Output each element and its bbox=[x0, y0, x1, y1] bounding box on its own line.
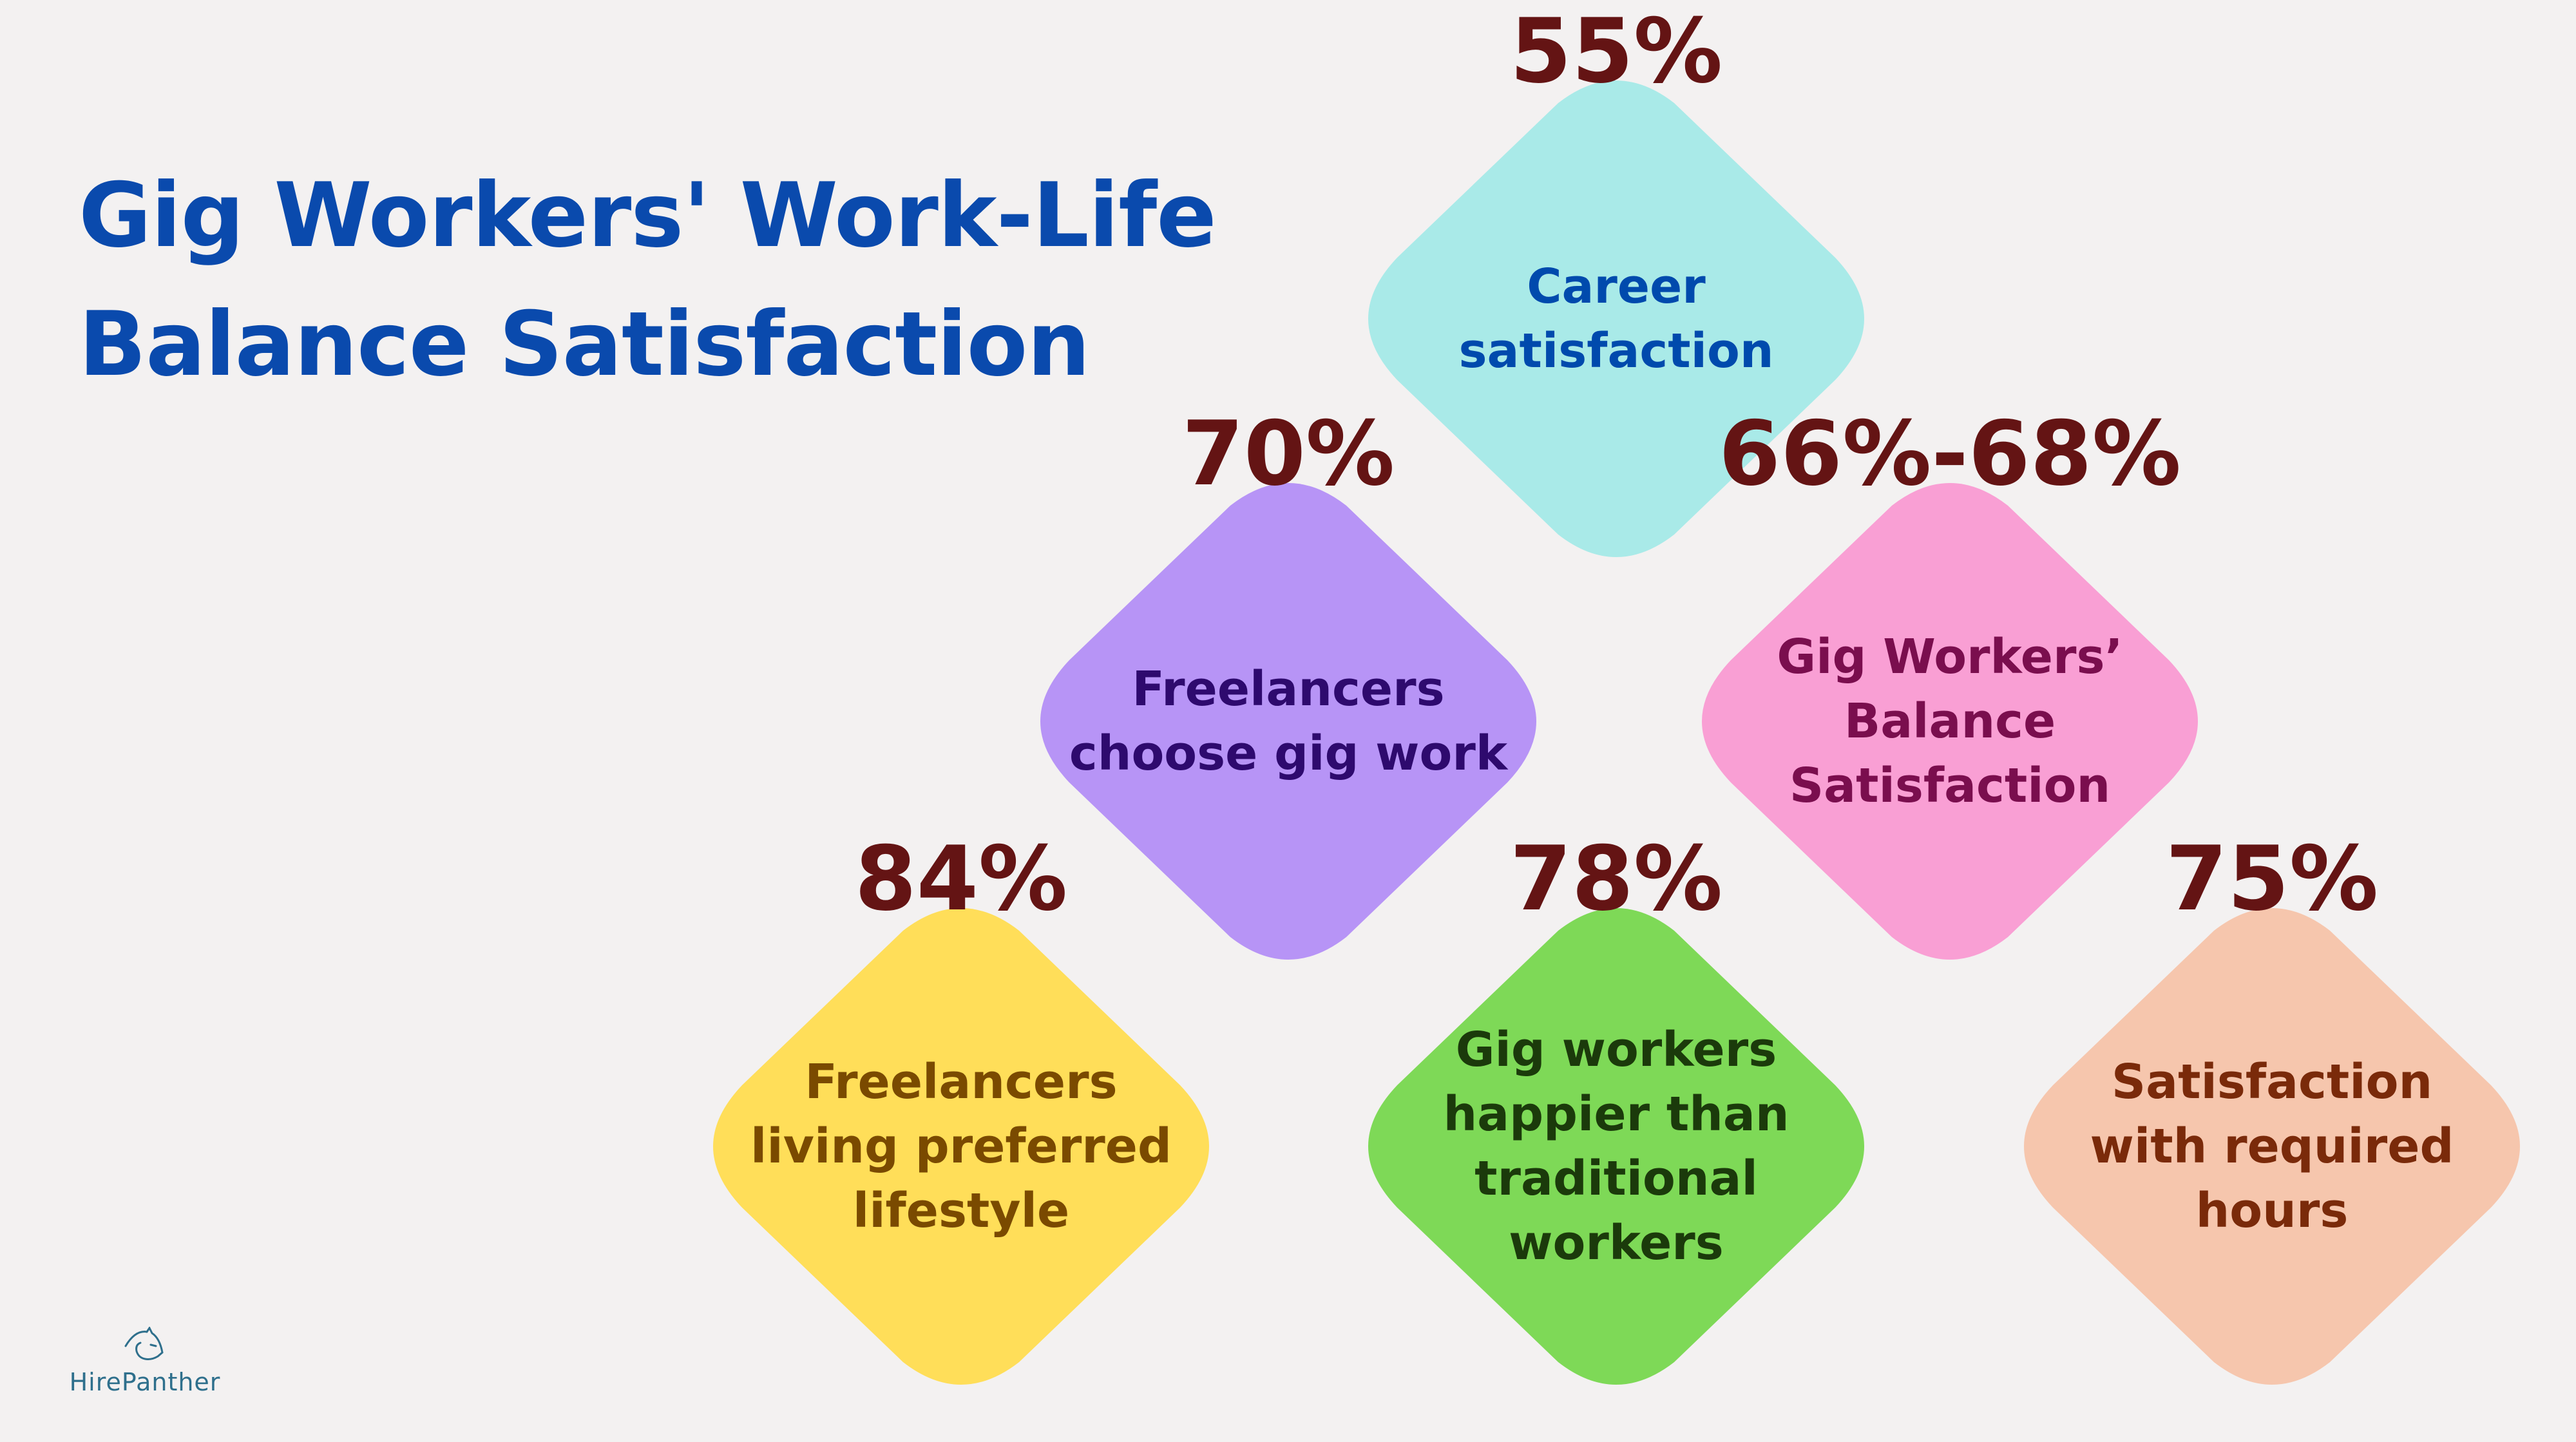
stat-percent: 55% bbox=[1509, 0, 1723, 103]
page-title: Gig Workers' Work-Life Balance Satisfact… bbox=[79, 151, 1217, 409]
stat-percent: 75% bbox=[2165, 827, 2379, 931]
stat-percent: 70% bbox=[1181, 402, 1395, 506]
title-line-2: Balance Satisfaction bbox=[79, 292, 1091, 396]
stat-label: Gig workers happier than traditional wor… bbox=[1443, 1022, 1789, 1271]
stat-percent: 84% bbox=[854, 827, 1068, 931]
logo-text: HirePanther bbox=[69, 1368, 221, 1396]
stat-label: Freelancers choose gig work bbox=[1069, 661, 1508, 781]
title-line-1: Gig Workers' Work-Life bbox=[79, 164, 1217, 267]
hirepanther-logo: HirePanther bbox=[68, 1326, 222, 1396]
diamond-fill bbox=[2024, 908, 2520, 1385]
diamond-fill bbox=[713, 908, 1209, 1385]
stat-percent: 66%-68% bbox=[1719, 402, 2181, 506]
stat-career-satisfaction: Career satisfaction 55% bbox=[1365, 0, 1867, 560]
stat-happier-workers: Gig workers happier than traditional wor… bbox=[1365, 828, 1867, 1388]
stat-label: Gig Workers’ Balance Satisfaction bbox=[1777, 629, 2123, 813]
diamond-fill bbox=[1368, 908, 1864, 1385]
diamond-fill bbox=[1702, 483, 2198, 960]
diamond-shape bbox=[713, 908, 1209, 1385]
stat-label: Freelancers living preferred lifestyle bbox=[750, 1054, 1172, 1238]
stat-required-hours: Satisfaction with required hours 75% bbox=[2021, 828, 2523, 1388]
diamond-shape bbox=[1368, 908, 1864, 1385]
diamond-shape bbox=[1702, 483, 2198, 960]
stat-preferred-lifestyle: Freelancers living preferred lifestyle 8… bbox=[710, 828, 1212, 1388]
panther-head-icon bbox=[124, 1326, 164, 1360]
stat-label: Career satisfaction bbox=[1458, 259, 1774, 379]
diamond-fill bbox=[1368, 81, 1864, 557]
diamond-shape bbox=[2024, 908, 2520, 1385]
stat-freelancers-choose-gig: Freelancers choose gig work 70% bbox=[1037, 403, 1540, 963]
diamond-fill bbox=[1040, 483, 1536, 960]
diamond-shape bbox=[1368, 81, 1864, 557]
diamond-shape bbox=[1040, 483, 1536, 960]
stat-label: Satisfaction with required hours bbox=[2090, 1054, 2454, 1238]
stat-balance-satisfaction: Gig Workers’ Balance Satisfaction 66%-68… bbox=[1699, 403, 2201, 963]
stat-percent: 78% bbox=[1509, 827, 1723, 931]
